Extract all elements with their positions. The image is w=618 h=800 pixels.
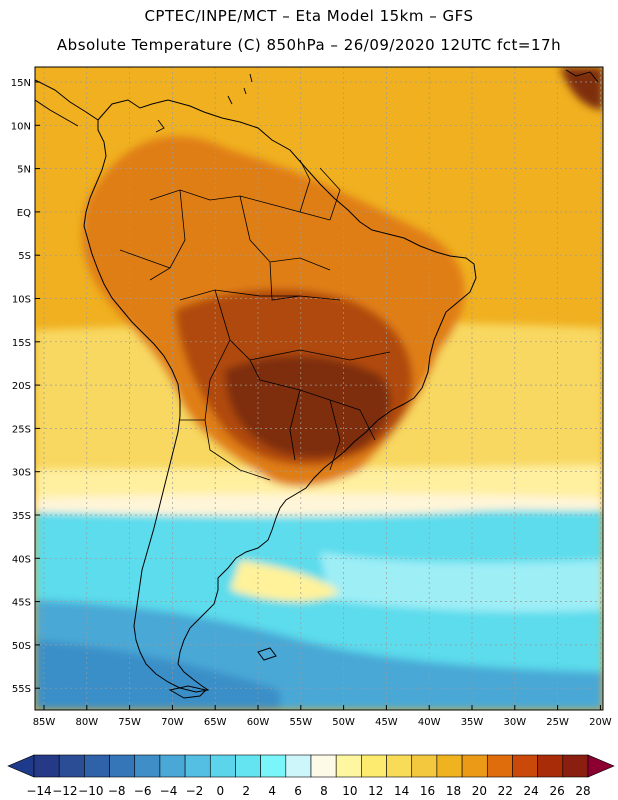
lat-tick-label: 30S bbox=[12, 468, 31, 479]
map-title: CPTEC/INPE/MCT – Eta Model 15km – GFS bbox=[144, 7, 474, 25]
colorbar-label: 24 bbox=[524, 784, 539, 798]
map-subtitle: Absolute Temperature (C) 850hPa – 26/09/… bbox=[56, 36, 562, 54]
colorbar-swatch bbox=[134, 754, 161, 778]
central-america bbox=[35, 79, 99, 127]
lat-tick-label: 15N bbox=[11, 78, 31, 89]
longitude-axis: 85W 80W 75W 70W 65W 60W 55W 50W 45W 40W 35W 30W 25W 2… bbox=[33, 705, 612, 728]
colorbar-label: 14 bbox=[394, 784, 409, 798]
colorbar-label: −6 bbox=[134, 784, 152, 798]
colorbar-swatch bbox=[84, 754, 110, 778]
colorbar-swatch bbox=[285, 754, 312, 778]
colorbar-swatch bbox=[184, 754, 211, 778]
colorbar-swatch bbox=[386, 754, 413, 778]
colorbar-swatch bbox=[159, 754, 186, 778]
south-america-coastline bbox=[83, 99, 477, 693]
colorbar: −14 −12 −10 −8 −6 −4 −2 0 2 4 6 8 10 12 14 16 18 20 22 24 26… bbox=[7, 754, 615, 798]
lat-tick-label: 5N bbox=[17, 165, 31, 176]
lon-tick-label: 35W bbox=[461, 717, 484, 728]
caribbean-islands bbox=[155, 69, 599, 133]
colorbar-swatch bbox=[33, 754, 60, 778]
colorbar-label: −12 bbox=[52, 784, 77, 798]
lat-tick-label: 10N bbox=[11, 121, 31, 132]
lon-tick-label: 20W bbox=[589, 717, 612, 728]
coastlines bbox=[35, 69, 599, 699]
lat-tick-label: 25S bbox=[12, 424, 31, 435]
colorbar-swatch bbox=[58, 754, 85, 778]
colorbar-label: 0 bbox=[217, 784, 225, 798]
lon-tick-label: 40W bbox=[418, 717, 441, 728]
colorbar-swatch bbox=[109, 754, 136, 778]
country-borders bbox=[119, 159, 391, 481]
colorbar-swatch bbox=[512, 754, 538, 778]
colorbar-label: 20 bbox=[472, 784, 487, 798]
lon-tick-label: 80W bbox=[75, 717, 98, 728]
graticule bbox=[35, 67, 603, 710]
lon-tick-label: 65W bbox=[204, 717, 227, 728]
colorbar-label: −14 bbox=[26, 784, 51, 798]
lon-tick-label: 85W bbox=[33, 717, 56, 728]
lon-tick-label: 50W bbox=[332, 717, 355, 728]
colorbar-swatch bbox=[235, 754, 261, 778]
lat-tick-label: 15S bbox=[12, 338, 31, 349]
lat-tick-label: 10S bbox=[12, 295, 31, 306]
colorbar-swatch bbox=[310, 754, 337, 778]
colorbar-label: 12 bbox=[368, 784, 383, 798]
lon-tick-label: 75W bbox=[118, 717, 141, 728]
colorbar-label: 16 bbox=[420, 784, 435, 798]
colorbar-label: −8 bbox=[108, 784, 126, 798]
lat-tick-label: 5S bbox=[18, 251, 31, 262]
colorbar-label: 26 bbox=[549, 784, 564, 798]
colorbar-label: −4 bbox=[160, 784, 178, 798]
lon-tick-label: 45W bbox=[375, 717, 398, 728]
lon-tick-label: 25W bbox=[546, 717, 569, 728]
lat-tick-label: EQ bbox=[17, 208, 31, 219]
colorbar-label: 6 bbox=[294, 784, 302, 798]
lat-tick-label: 55S bbox=[12, 684, 31, 695]
tierra-del-fuego bbox=[168, 685, 207, 699]
colorbar-label: 22 bbox=[498, 784, 513, 798]
colorbar-swatch bbox=[436, 754, 463, 778]
lon-tick-label: 30W bbox=[503, 717, 526, 728]
colorbar-swatch bbox=[361, 754, 387, 778]
colorbar-label: 18 bbox=[446, 784, 461, 798]
colorbar-swatch bbox=[260, 754, 287, 778]
colorbar-swatch bbox=[411, 754, 438, 778]
lon-tick-label: 55W bbox=[289, 717, 312, 728]
plot-frame bbox=[34, 66, 604, 711]
colorbar-swatch bbox=[537, 754, 564, 778]
colorbar-label: 2 bbox=[242, 784, 250, 798]
colorbar-swatch bbox=[486, 754, 513, 778]
colorbar-over-arrow bbox=[587, 754, 615, 778]
lat-tick-label: 20S bbox=[12, 381, 31, 392]
lon-tick-label: 60W bbox=[247, 717, 270, 728]
colorbar-label: 10 bbox=[342, 784, 357, 798]
lat-tick-label: 40S bbox=[12, 554, 31, 565]
temperature-field bbox=[35, 67, 603, 710]
colorbar-label: 28 bbox=[575, 784, 590, 798]
lat-tick-label: 45S bbox=[12, 598, 31, 609]
colorbar-swatch bbox=[335, 754, 362, 778]
colorbar-label: 4 bbox=[268, 784, 276, 798]
colorbar-swatch bbox=[209, 754, 236, 778]
colorbar-label: −10 bbox=[78, 784, 103, 798]
lat-tick-label: 50S bbox=[12, 641, 31, 652]
falkland-islands bbox=[257, 647, 277, 661]
colorbar-label: 8 bbox=[320, 784, 328, 798]
colorbar-under-arrow bbox=[7, 754, 35, 778]
lat-tick-label: 35S bbox=[12, 511, 31, 522]
lon-tick-label: 70W bbox=[161, 717, 184, 728]
latitude-axis: 15N 10N 5N EQ 5S 10S 15S 20S 25S 30S 35S 40S 45S 50S 5… bbox=[11, 78, 40, 695]
colorbar-label: −2 bbox=[186, 784, 204, 798]
colorbar-swatch bbox=[461, 754, 488, 778]
colorbar-swatch bbox=[562, 754, 589, 778]
